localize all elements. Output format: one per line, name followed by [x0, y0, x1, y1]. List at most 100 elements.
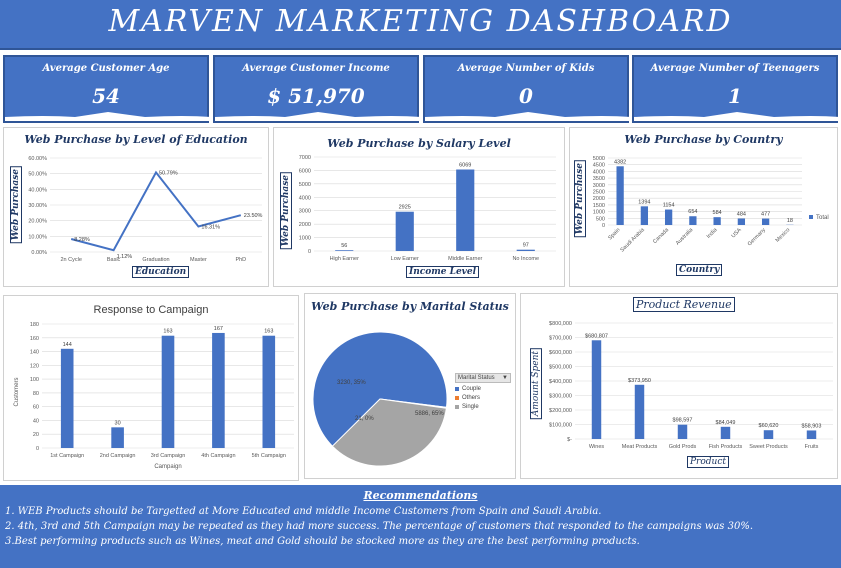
data-label: 56 — [341, 243, 347, 249]
recommendation-line: 3.Best performing products such as Wines… — [5, 536, 640, 547]
x-tick-label: 4th Campaign — [201, 453, 235, 459]
kpi-wave-decoration — [5, 112, 211, 121]
x-tick-label: High Earner — [330, 256, 360, 262]
recommendation-line: 2. 4th, 3rd and 5th Campaign may be repe… — [5, 521, 754, 532]
y-tick-label: $500,000 — [549, 365, 572, 371]
chart-title: Web Purchase by Level of Education — [24, 133, 248, 146]
bar — [262, 335, 276, 448]
x-tick-label: Middle Earner — [448, 256, 482, 262]
revenue-chart-panel: $- $100,000 $200,000 $300,000 $400,000 $500,0… — [520, 293, 838, 479]
x-tick-label: Gold Prods — [669, 444, 697, 450]
y-tick-label: 80 — [33, 391, 39, 397]
y-tick-label: 0.00% — [31, 250, 47, 256]
y-tick-label: 2000 — [593, 196, 605, 202]
bar — [395, 211, 414, 251]
data-label: 584 — [713, 210, 722, 216]
data-label: 163 — [163, 329, 172, 335]
y-tick-label: 1500 — [593, 203, 605, 209]
y-tick-label: 20 — [33, 432, 39, 438]
y-tick-label: 10.00% — [28, 234, 47, 240]
bar — [737, 218, 746, 225]
country-chart-panel: Web Purchase by Country 0 500 1000 1500 2000… — [569, 127, 838, 287]
y-tick-label: 140 — [30, 350, 39, 356]
y-tick-label: 3000 — [593, 183, 605, 189]
bar — [720, 426, 731, 439]
data-label: 167 — [214, 326, 223, 332]
kpi-value: $ 51,970 — [267, 84, 365, 108]
y-tick-label: 50.00% — [28, 172, 47, 178]
bar — [516, 249, 535, 251]
y-tick-label: 180 — [30, 322, 39, 328]
data-label: 654 — [688, 209, 697, 215]
y-tick-label: 2500 — [593, 190, 605, 196]
bar — [161, 335, 175, 448]
legend-swatch — [455, 405, 459, 409]
y-tick-label: 3000 — [299, 209, 311, 215]
recommendation-line: 1. WEB Products should be Targetted at M… — [5, 506, 602, 517]
legend-label: Single — [462, 404, 479, 410]
kpi-card-kids: Average Number of Kids 0 — [423, 55, 631, 123]
y-tick-label: $- — [567, 437, 572, 443]
kpi-label: Average Number of Teenagers — [650, 63, 820, 74]
y-tick-label: 5000 — [299, 182, 311, 188]
y-tick-label: 20.00% — [28, 219, 47, 225]
data-label: 30 — [115, 420, 121, 426]
x-tick-label: 3rd Campaign — [151, 453, 186, 459]
legend-filter-button[interactable]: Marital Status ▼ — [455, 373, 511, 383]
x-tick-label: Graduation — [142, 257, 169, 263]
y-tick-label: 3500 — [593, 176, 605, 182]
y-axis-title: Customers — [14, 377, 20, 406]
data-label: $60,620 — [759, 423, 779, 429]
x-tick-label: No Income — [512, 256, 539, 262]
series-line — [70, 170, 242, 252]
x-tick-label: Fruits — [805, 444, 819, 450]
kpi-value: 0 — [519, 84, 533, 108]
x-tick-label: 2n Cycle — [60, 257, 81, 263]
y-tick-label: $200,000 — [549, 408, 572, 414]
data-label: 23.50% — [244, 213, 263, 219]
y-tick-label: 0 — [602, 223, 605, 229]
x-tick-label: Fish Products — [709, 444, 743, 450]
bar — [713, 217, 721, 225]
bar — [456, 169, 475, 251]
chart-title: Response to Campaign — [93, 304, 209, 316]
data-label: 4382 — [614, 159, 626, 165]
bar — [616, 166, 624, 225]
y-axis-title: Web Purchase — [280, 172, 292, 250]
y-tick-label: 0 — [308, 249, 311, 255]
y-tick-label: 60.00% — [28, 156, 47, 162]
kpi-wave-decoration — [634, 112, 840, 121]
bar — [689, 216, 697, 225]
legend-label: Couple — [462, 386, 482, 392]
bar — [591, 340, 602, 439]
data-label: 8.28% — [74, 237, 90, 243]
bar — [212, 332, 225, 448]
marital-chart-panel: Web Purchase by Marital Status 5886, 65%… — [304, 293, 516, 479]
bar — [806, 430, 817, 439]
bar — [111, 427, 124, 448]
legend-title: Marital Status — [458, 375, 495, 381]
legend-item: Single — [455, 404, 511, 410]
y-tick-label: 500 — [596, 216, 605, 222]
x-axis-title: Income Level — [406, 266, 480, 278]
bar — [60, 348, 74, 448]
x-tick-label: Germany — [747, 227, 767, 247]
y-axis-title: Web Purchase — [574, 160, 586, 238]
legend-swatch — [455, 387, 459, 391]
kpi-card-income: Average Customer Income $ 51,970 — [213, 55, 421, 123]
data-label: 6069 — [459, 163, 471, 169]
y-tick-label: 160 — [30, 336, 39, 342]
x-tick-label: PhD — [235, 257, 246, 263]
kpi-value: 1 — [728, 84, 742, 108]
y-tick-label: $700,000 — [549, 336, 572, 342]
data-label: 97 — [523, 243, 529, 249]
y-tick-label: 1000 — [593, 210, 605, 216]
bar — [335, 250, 354, 251]
x-tick-label: 2nd Campaign — [100, 453, 136, 459]
y-tick-label: 6000 — [299, 168, 311, 174]
data-label: $98,597 — [673, 418, 693, 424]
x-tick-label: India — [706, 227, 719, 240]
marital-pie-chart: 5886, 65% 21, 0% 3230, 35% — [312, 331, 448, 467]
y-tick-label: 120 — [30, 363, 39, 369]
data-label: 1154 — [663, 203, 675, 209]
